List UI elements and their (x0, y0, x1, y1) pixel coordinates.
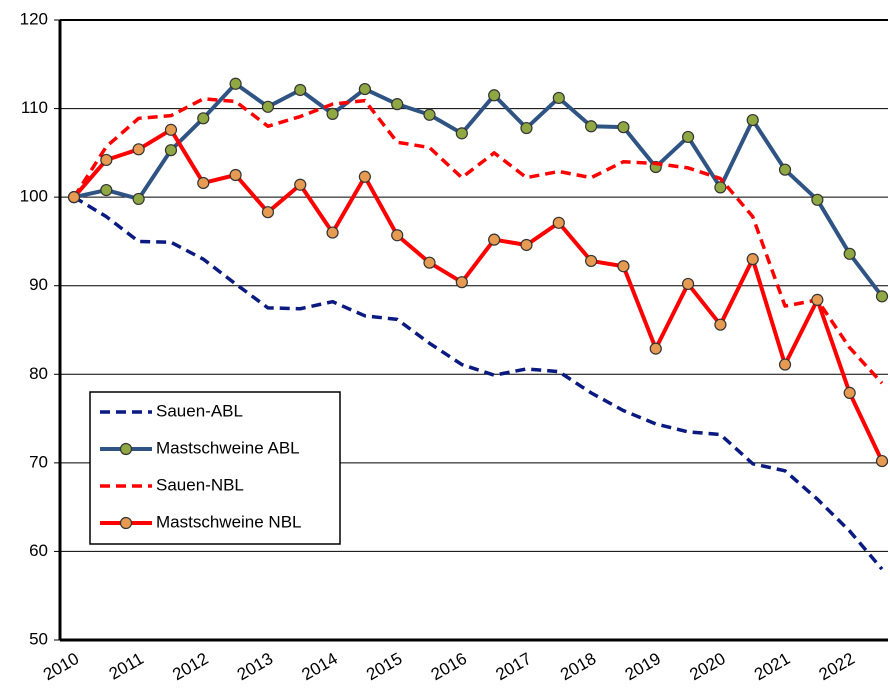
data-point (520, 121, 533, 135)
data-point (778, 358, 792, 371)
data-point (229, 168, 242, 182)
x-tick-label: 2021 (751, 649, 793, 684)
legend-marker (119, 442, 133, 456)
x-tick-label: 2017 (492, 649, 534, 684)
data-point (552, 91, 565, 105)
x-tick-label: 2010 (40, 649, 82, 684)
x-tick-label: 2019 (622, 649, 664, 684)
legend-marker (119, 516, 133, 530)
series-line (72, 97, 884, 385)
y-tick-label: 60 (29, 541, 48, 560)
data-point (746, 113, 759, 127)
data-point (391, 229, 404, 242)
y-tick-label: 50 (29, 629, 48, 648)
data-point (488, 233, 501, 246)
data-point (261, 100, 275, 113)
data-point (423, 108, 436, 121)
data-point (197, 176, 210, 190)
data-point (455, 276, 468, 289)
data-point (358, 82, 371, 96)
data-point (681, 130, 695, 144)
data-point (358, 170, 371, 183)
data-point (261, 206, 275, 219)
data-point (811, 293, 824, 306)
data-point (455, 127, 468, 140)
data-point (778, 163, 792, 176)
data-point (875, 290, 889, 303)
data-point (585, 254, 598, 268)
data-point (617, 260, 630, 273)
data-point (488, 89, 501, 102)
data-point (714, 318, 727, 331)
y-tick-label: 110 (21, 98, 48, 117)
data-point (100, 183, 113, 197)
legend: Sauen-ABL Mastschweine ABL Sauen-NBL Mastsc… (89, 391, 341, 545)
data-point (229, 77, 242, 90)
x-tick-label: 2012 (169, 649, 211, 684)
data-point (294, 178, 307, 191)
data-point (811, 193, 824, 206)
legend-label: Sauen-ABL (156, 401, 243, 420)
data-point (585, 120, 598, 133)
x-tick-label: 2014 (299, 649, 341, 684)
data-point (100, 153, 113, 167)
data-point (294, 83, 307, 97)
x-tick-label: 2013 (234, 649, 276, 684)
data-point (326, 226, 339, 239)
legend-box (89, 391, 341, 545)
x-tick-label: 2022 (816, 649, 858, 684)
data-point (649, 342, 662, 355)
data-point (132, 192, 145, 206)
data-point (326, 107, 339, 120)
x-tick-label: 2016 (428, 649, 470, 684)
y-tick-label: 80 (29, 364, 48, 383)
data-point (132, 143, 145, 156)
data-point (164, 123, 178, 136)
data-point (617, 121, 630, 134)
data-point (843, 247, 856, 260)
plot-area (60, 20, 888, 640)
legend-label: Mastschweine ABL (156, 438, 300, 457)
series-line (73, 195, 884, 571)
data-point (520, 238, 533, 252)
x-tick-label: 2011 (106, 649, 147, 684)
legend-label: Mastschweine NBL (156, 512, 302, 531)
data-point (746, 253, 759, 266)
x-tick-label: 2020 (686, 649, 728, 684)
series-line (73, 81, 884, 298)
data-point (843, 386, 856, 399)
data-point (681, 277, 695, 291)
data-point (714, 181, 727, 194)
data-point (164, 144, 178, 157)
data-point (391, 98, 404, 111)
y-tick-label: 120 (20, 9, 48, 28)
data-point (67, 191, 81, 204)
x-tick-label: 2015 (363, 649, 405, 684)
legend-label: Sauen-NBL (156, 475, 244, 494)
data-point (423, 256, 436, 269)
y-tick-label: 70 (29, 452, 48, 471)
x-tick-label: 2018 (557, 649, 599, 684)
data-point (875, 454, 889, 468)
data-point (197, 112, 210, 125)
y-tick-label: 100 (20, 187, 48, 206)
data-point (552, 216, 565, 229)
y-tick-label: 90 (29, 275, 48, 294)
